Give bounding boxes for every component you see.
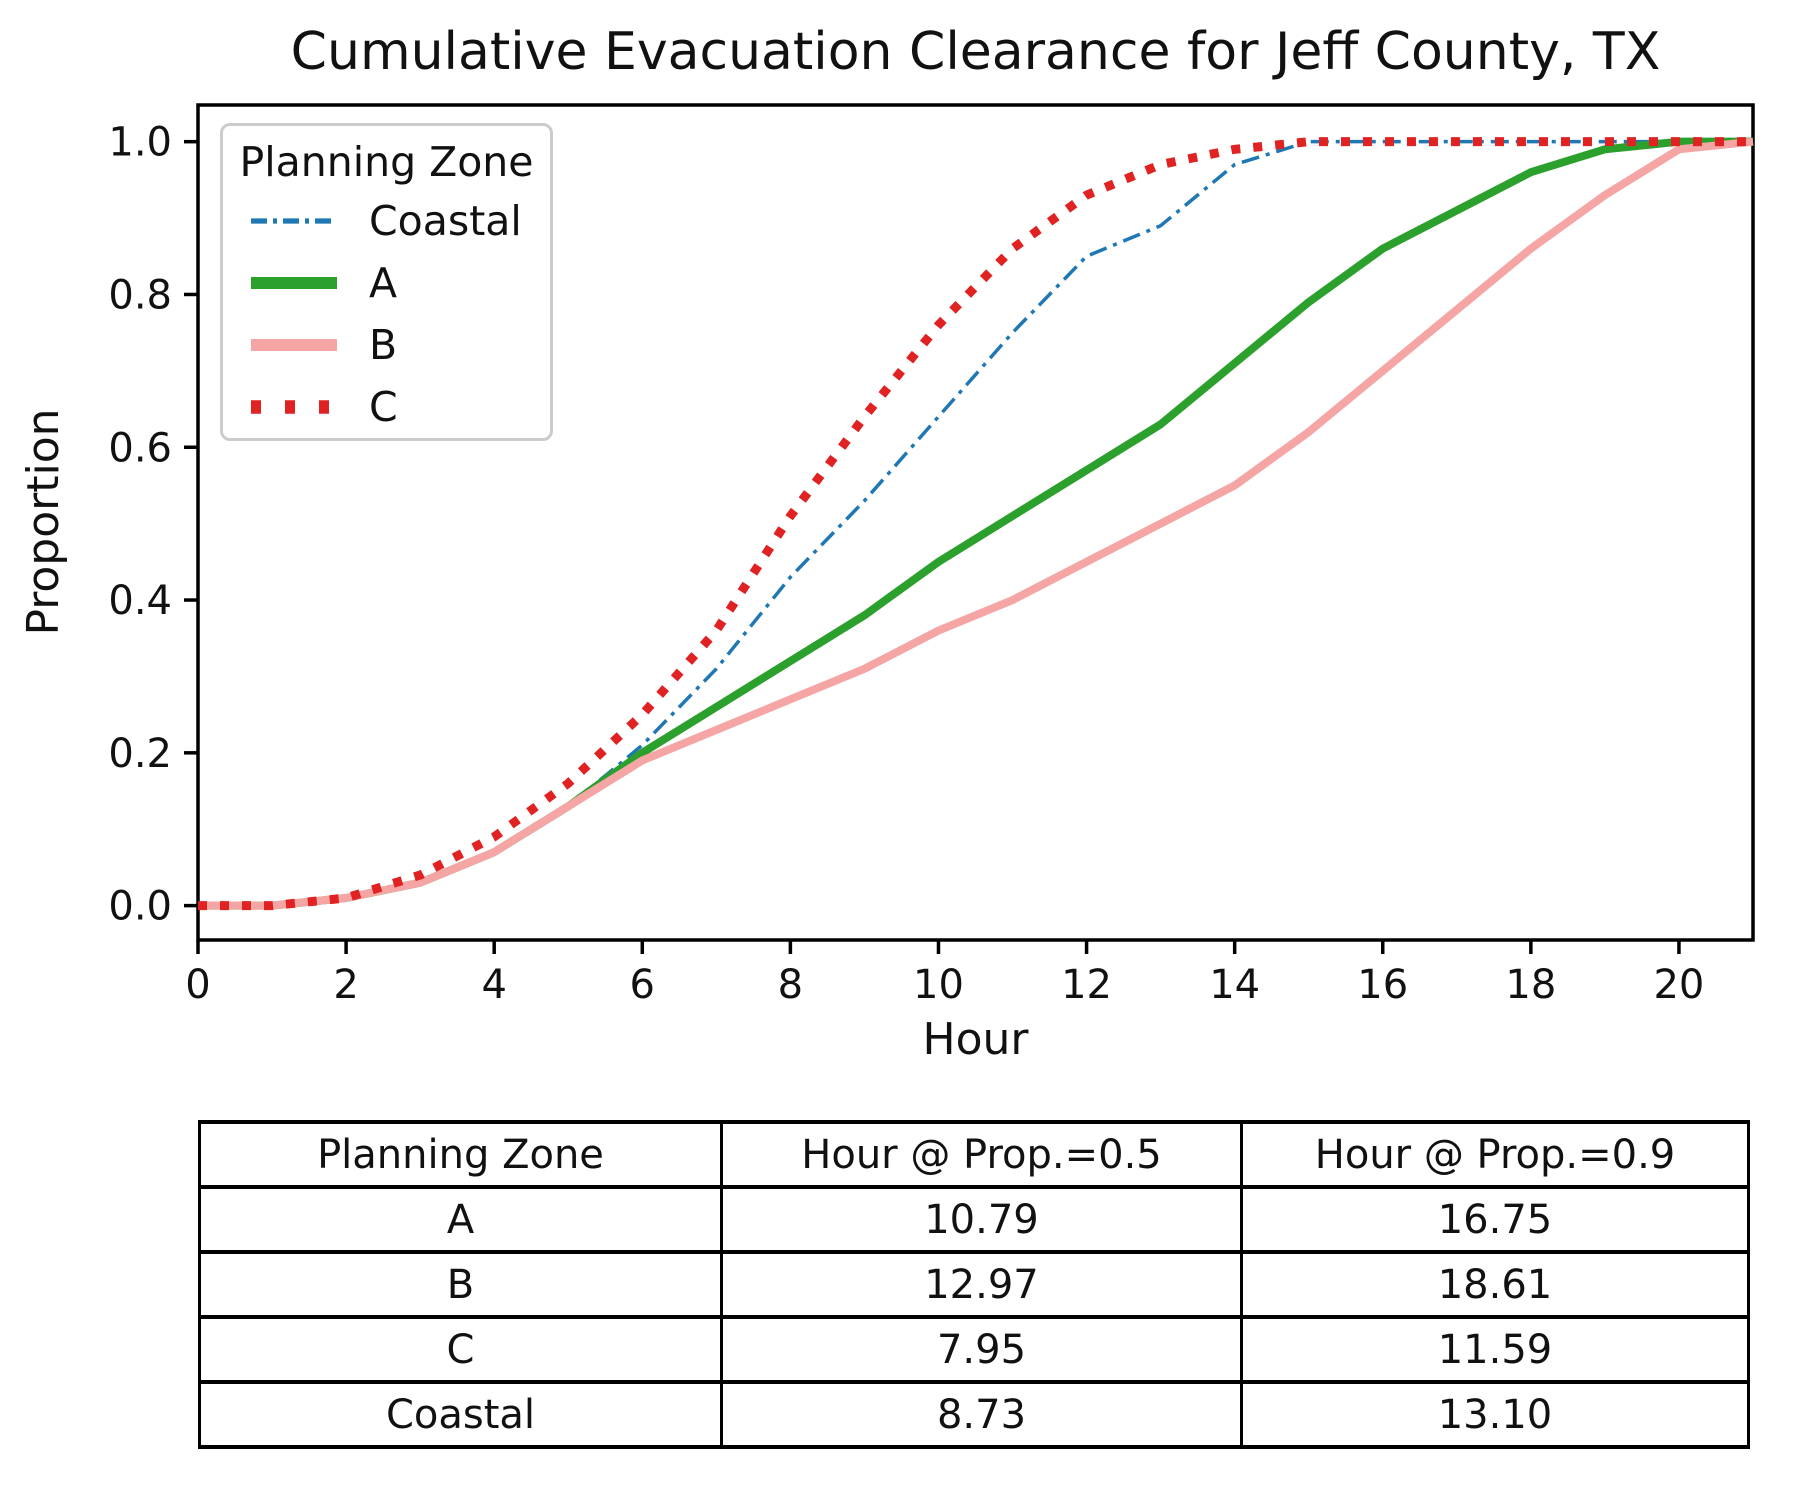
legend-swatch-coastal-icon [251,218,337,224]
table-cell: 16.75 [1240,1185,1750,1254]
legend-entry-b: B [223,314,550,376]
legend-label: Coastal [369,197,522,245]
x-tick-label: 6 [630,962,655,1008]
series-line-b [198,137,1754,910]
x-tick-label: 8 [778,962,803,1008]
table-cell: 8.73 [720,1380,1243,1449]
x-tick-label: 2 [333,962,358,1008]
y-tick-label: 0.2 [108,731,172,777]
x-tick-label: 4 [481,962,506,1008]
y-tick-label: 0.4 [108,578,172,624]
x-tick-label: 16 [1357,962,1408,1008]
table-row: C 7.95 11.59 [198,1315,1750,1384]
y-tick-label: 0.6 [108,425,172,471]
table-cell: A [198,1185,723,1254]
chart-title: Cumulative Evacuation Clearance for Jeff… [290,22,1661,82]
legend-swatch-a-icon [251,277,337,289]
x-tick-label: 20 [1653,962,1704,1008]
legend-entry-coastal: Coastal [223,190,550,252]
legend-swatch-b-icon [251,339,337,351]
col-header-hour-at-0-5: Hour @ Prop.=0.5 [720,1120,1243,1189]
table-cell: Coastal [198,1380,723,1449]
y-tick-label: 0.8 [108,272,172,318]
table-row: B 12.97 18.61 [198,1250,1750,1319]
legend-label: B [369,321,398,369]
legend-entry-a: A [223,252,550,314]
x-axis-label: Hour [922,1014,1029,1065]
table-cell: 13.10 [1240,1380,1750,1449]
x-tick-label: 0 [185,962,210,1008]
table-cell: 18.61 [1240,1250,1750,1319]
x-tick-label: 14 [1209,962,1260,1008]
table-cell: 10.79 [720,1185,1243,1254]
x-tick-label: 12 [1061,962,1112,1008]
legend-label: C [369,383,398,431]
legend: Planning Zone Coastal A B C [220,123,553,441]
legend-entry-c: C [223,376,550,438]
x-tick-label: 10 [913,962,964,1008]
plot-border [196,103,1755,942]
table-cell: 12.97 [720,1250,1243,1319]
legend-title: Planning Zone [239,138,534,186]
summary-table: Planning Zone Hour @ Prop.=0.5 Hour @ Pr… [198,1120,1750,1449]
table-cell: C [198,1315,723,1384]
col-header-hour-at-0-9: Hour @ Prop.=0.9 [1240,1120,1750,1189]
table-row: A 10.79 16.75 [198,1185,1750,1254]
evacuation-clearance-chart: 0 2 4 6 8 10 12 14 16 18 20 0.0 0.2 0.4 0.6 0.8 1.0 [108,103,1755,1008]
table-header-row: Planning Zone Hour @ Prop.=0.5 Hour @ Pr… [198,1120,1750,1189]
table-row: Coastal 8.73 13.10 [198,1380,1750,1449]
legend-swatch-c-icon [251,400,337,414]
y-tick-label: 1.0 [108,120,172,166]
series-line-c [198,137,1753,911]
table-cell: B [198,1250,723,1319]
legend-entries: Coastal A B C [223,190,550,438]
table-cell: 7.95 [720,1315,1243,1384]
col-header-planning-zone: Planning Zone [198,1120,723,1189]
y-tick-label: 0.0 [108,884,172,930]
x-tick-label: 18 [1505,962,1556,1008]
legend-label: A [369,259,398,307]
table-cell: 11.59 [1240,1315,1750,1384]
y-axis-label: Proportion [18,408,69,636]
